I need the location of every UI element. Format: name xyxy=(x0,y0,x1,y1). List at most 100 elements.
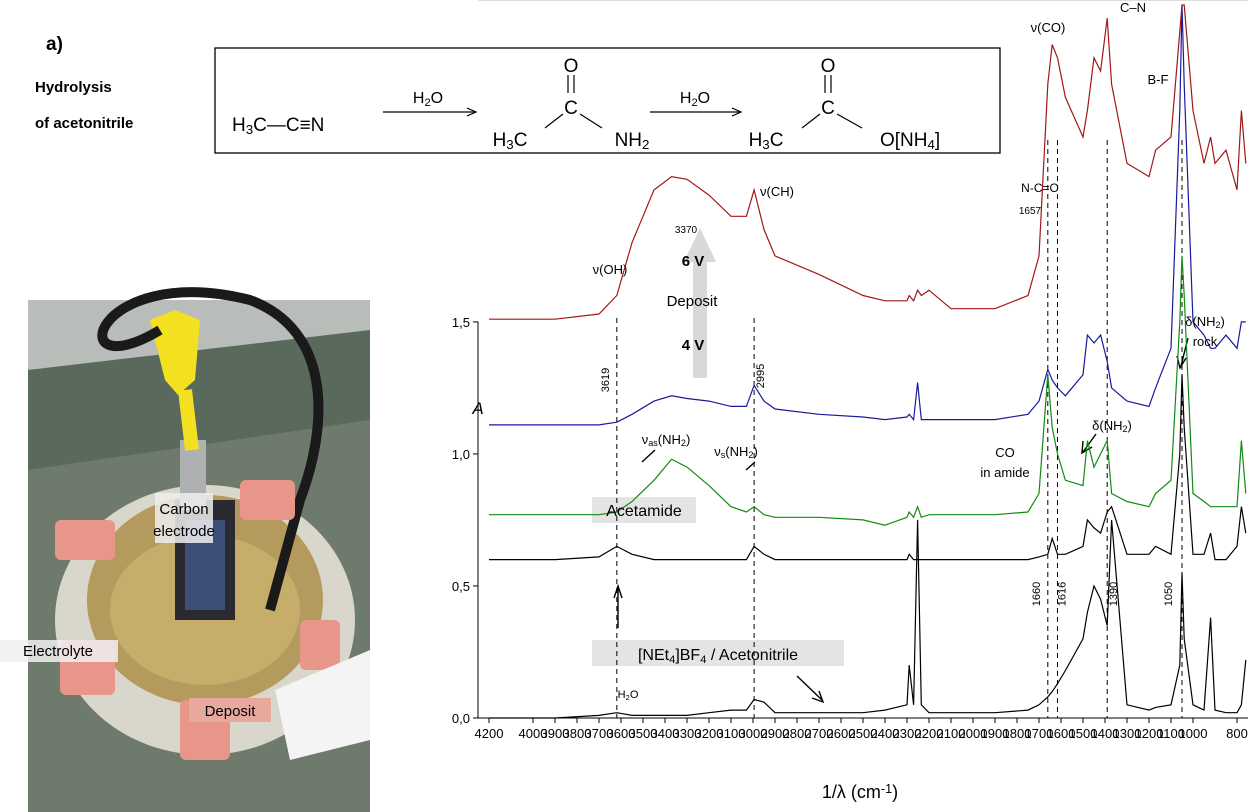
y-tick-label: 0,5 xyxy=(452,579,470,594)
x-tick-label: 800 xyxy=(1226,726,1248,741)
scheme-text: O[NH4] xyxy=(880,130,940,152)
annotation: νs(NH2) xyxy=(714,444,758,460)
text-part: H xyxy=(680,90,692,107)
x-axis-title: 1/λ (cm-1) xyxy=(822,782,898,802)
y-axis-title: A xyxy=(471,399,483,418)
annotation: ν(CH) xyxy=(760,184,794,199)
text-part: O xyxy=(821,56,836,77)
text-part: 6 V xyxy=(682,253,705,270)
annotation: H2O xyxy=(618,689,639,702)
annotation: B-F xyxy=(1148,72,1169,87)
annotation: C–N xyxy=(1120,0,1146,15)
annotation: [NEt4]BF4 / Acetonitrile xyxy=(638,647,798,666)
text-part: ) xyxy=(753,444,757,459)
text-part: H xyxy=(232,115,246,136)
text-part: B-F xyxy=(1148,72,1169,87)
y-tick-label: 1,0 xyxy=(452,447,470,462)
text-part: 1657 xyxy=(1019,206,1042,217)
annotation: δ(NH2) xyxy=(1092,418,1132,434)
y-tick-label: 1,5 xyxy=(452,315,470,330)
scheme-text: C xyxy=(821,98,835,119)
text-part: H xyxy=(749,130,763,151)
text-part: O xyxy=(698,90,710,107)
annotation: ν(OH) xyxy=(593,262,628,277)
text-part: 3 xyxy=(506,137,513,152)
reference-label: 1660 xyxy=(1031,582,1043,606)
x-tick-label: 4200 xyxy=(475,726,504,741)
scheme-text: H3C xyxy=(493,130,528,152)
annotation: ν(CO) xyxy=(1031,20,1066,35)
text-part: ) xyxy=(1221,314,1225,329)
text-part: (NH xyxy=(725,444,748,459)
text-part: C xyxy=(821,98,835,119)
photo-label: electrode xyxy=(153,523,215,540)
scheme-text: O xyxy=(821,56,836,77)
text-part: 3 xyxy=(246,122,253,137)
reference-label: 3619 xyxy=(600,368,612,392)
reference-label: 1616 xyxy=(1056,582,1068,606)
figure-label: a) xyxy=(46,34,63,55)
text-part: as xyxy=(648,438,658,448)
text-part: NH xyxy=(615,130,642,151)
scheme-text: C xyxy=(564,98,578,119)
scheme-text: O xyxy=(564,56,579,77)
text-part: in amide xyxy=(980,465,1029,480)
scheme-bonds xyxy=(383,75,862,128)
text-part: CO xyxy=(995,445,1015,460)
text-part: 2 xyxy=(642,137,649,152)
text-part: [NEt xyxy=(638,647,670,664)
text-part: C xyxy=(564,98,578,119)
text-part: O xyxy=(630,689,639,701)
text-part: N-C=O xyxy=(1021,181,1059,195)
text-part: H xyxy=(493,130,507,151)
text-part: ν(CO) xyxy=(1031,20,1066,35)
text-part: 4 V xyxy=(682,337,705,354)
text-part: 1/λ (cm xyxy=(822,782,881,802)
annotation: 6 V xyxy=(682,253,705,270)
text-part: ) xyxy=(892,782,898,802)
text-part: ) xyxy=(1128,418,1132,433)
reference-label: 2995 xyxy=(755,364,767,388)
text-part: ] xyxy=(935,130,940,151)
photo-label: Deposit xyxy=(205,703,257,720)
scheme-text: H2O xyxy=(413,90,443,109)
photo-label: Electrolyte xyxy=(23,643,93,660)
scheme-title: Hydrolysis xyxy=(35,79,112,96)
annotation: rock xyxy=(1193,334,1218,349)
annotation: 1657 xyxy=(1019,206,1042,217)
scheme-text: NH2 xyxy=(615,130,650,152)
scheme-text: H3C xyxy=(749,130,784,152)
figure: a) Hydrolysis of acetonitrile Carbon ele… xyxy=(0,0,1248,812)
text-part: O xyxy=(431,90,443,107)
x-tick-label: 1000 xyxy=(1179,726,1208,741)
spectrum-line xyxy=(489,520,1246,718)
text-part: 3370 xyxy=(675,225,698,236)
scheme-title: of acetonitrile xyxy=(35,115,133,132)
annotation: 3370 xyxy=(675,225,698,236)
photo-label: Carbon xyxy=(159,501,208,518)
text-part: C xyxy=(514,130,528,151)
annotation: N-C=O xyxy=(1021,181,1059,195)
text-part: / Acetonitrile xyxy=(706,647,798,664)
text-part: δ(NH xyxy=(1185,314,1215,329)
photo xyxy=(0,292,370,812)
text-part: ]BF xyxy=(675,647,700,664)
annotation: δ(NH2) xyxy=(1185,314,1225,330)
annotation: Acetamide xyxy=(606,503,682,520)
annotation: in amide xyxy=(980,465,1029,480)
scheme-text: H2O xyxy=(680,90,710,109)
text-part: ν(CH) xyxy=(760,184,794,199)
annotation: 4 V xyxy=(682,337,705,354)
text-part: C–N xyxy=(1120,0,1146,15)
scheme-text: H3C—C≡N xyxy=(232,115,324,137)
text-part: δ(NH xyxy=(1092,418,1122,433)
text-part: H xyxy=(413,90,425,107)
text-part: ν(OH) xyxy=(593,262,628,277)
text-part: O[NH xyxy=(880,130,928,151)
annotation: νas(NH2) xyxy=(642,432,691,448)
text-part: (NH xyxy=(658,432,681,447)
reference-label: 1050 xyxy=(1163,582,1175,606)
annotation: Deposit xyxy=(667,293,719,310)
text-part: Acetamide xyxy=(606,503,682,520)
text-part: ) xyxy=(686,432,690,447)
